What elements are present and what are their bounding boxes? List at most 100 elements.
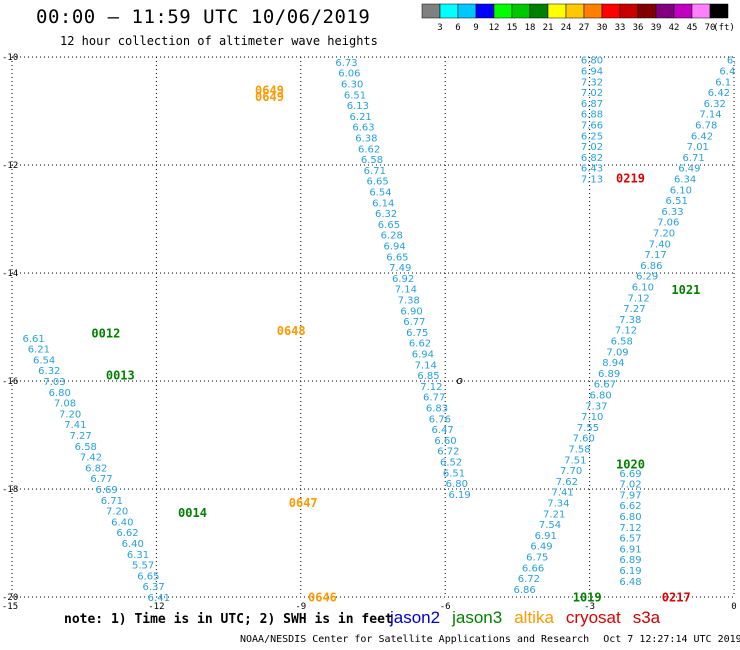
longitude-tick-label: -12 bbox=[148, 602, 164, 610]
wave-height-value: 7.10 bbox=[581, 412, 603, 423]
pass-time-label: 1020 bbox=[616, 458, 645, 472]
legend-item-altika: altika bbox=[514, 608, 554, 627]
wave-height-value: 6.48 bbox=[619, 577, 641, 588]
credit-organization: NOAA/NESDIS Center for Satellite Applica… bbox=[240, 634, 590, 645]
wave-height-value: 7.12 bbox=[420, 382, 442, 393]
satellite-legend: jason2 jason3 altika cryosat s3a bbox=[390, 608, 672, 628]
wave-height-value: 6.42 bbox=[708, 88, 730, 99]
pass-time-label: 0649 bbox=[255, 83, 284, 97]
wave-height-value: 6.49 bbox=[678, 164, 700, 175]
latitude-tick-label: -14 bbox=[2, 269, 18, 279]
wave-height-value: 6.49 bbox=[530, 542, 552, 553]
wave-height-value: 7.03 bbox=[43, 377, 65, 388]
wave-height-value: 6.28 bbox=[381, 231, 403, 242]
wave-height-value: 7.49 bbox=[389, 263, 411, 274]
wave-height-value: 7.60 bbox=[573, 434, 595, 445]
pass-time-label: 0647 bbox=[289, 496, 318, 510]
wave-height-value: 6.72 bbox=[518, 574, 540, 585]
pass-time-label: 1019 bbox=[573, 590, 602, 604]
wave-height-value: 6.37 bbox=[142, 582, 164, 593]
wave-height-value: 7.27 bbox=[623, 304, 645, 315]
wave-height-value: 6.77 bbox=[90, 474, 112, 485]
wave-height-value: 6.75 bbox=[526, 553, 548, 564]
color-tick-label: 27 bbox=[579, 23, 590, 33]
wave-height-value: 6.76 bbox=[429, 414, 451, 425]
wave-height-value: 7.32 bbox=[581, 77, 603, 88]
wave-height-value: 6.52 bbox=[440, 457, 462, 468]
footer-note: note: 1) Time is in UTC; 2) SWH is in fe… bbox=[64, 612, 393, 627]
wave-height-value: 7.14 bbox=[395, 285, 417, 296]
wave-height-value: 8.94 bbox=[602, 358, 624, 369]
wave-height-value: 6.47 bbox=[432, 425, 454, 436]
wave-height-value: 6.87 bbox=[581, 99, 603, 110]
legend-item-jason2: jason2 bbox=[390, 608, 441, 627]
pass-time-label: 0219 bbox=[616, 171, 645, 185]
wave-height-value: 7.12 bbox=[615, 326, 637, 337]
wave-height-value: 7.55 bbox=[577, 423, 599, 434]
latitude-tick-label: -16 bbox=[2, 377, 18, 387]
wave-height-value: 6.80 bbox=[49, 388, 71, 399]
wave-height-value: 7.41 bbox=[64, 420, 86, 431]
wave-height-value: 7.58 bbox=[568, 445, 590, 456]
wave-height-value: 6.30 bbox=[341, 79, 363, 90]
wave-height-value: 6.4 bbox=[719, 67, 735, 78]
color-tick-label: 3 bbox=[437, 23, 442, 33]
wave-height-value: 6.58 bbox=[611, 337, 633, 348]
wave-height-value: 6.61 bbox=[23, 334, 45, 345]
wave-height-value: 7.38 bbox=[398, 295, 420, 306]
wave-height-value: 6.82 bbox=[581, 153, 603, 164]
latitude-tick-label: -20 bbox=[2, 593, 18, 603]
wave-height-value: 7.09 bbox=[606, 347, 628, 358]
wave-height-value: 6. bbox=[727, 56, 737, 67]
color-tick-label: 36 bbox=[633, 23, 644, 33]
color-tick-label: 15 bbox=[507, 23, 518, 33]
wave-height-value: 6.62 bbox=[116, 528, 138, 539]
pass-time-label: 1021 bbox=[671, 283, 700, 297]
wave-height-value: 6.65 bbox=[367, 177, 389, 188]
wave-height-value: 7.20 bbox=[106, 507, 128, 518]
wave-height-value: 6.34 bbox=[674, 175, 696, 186]
wave-height-value: 6.80 bbox=[581, 56, 603, 67]
wave-height-value: 7.42 bbox=[80, 453, 102, 464]
pass-time-label: 0648 bbox=[277, 324, 306, 338]
wave-height-value: 6.62 bbox=[619, 501, 641, 512]
credit-timestamp: Oct 7 12:27:14 UTC 2019 bbox=[603, 634, 740, 645]
color-tick-label: 21 bbox=[543, 23, 554, 33]
wave-height-value: 7.02 bbox=[581, 142, 603, 153]
wave-height-value: 7.97 bbox=[619, 490, 641, 501]
wave-height-value: 7.34 bbox=[547, 499, 569, 510]
wave-height-value: 6.86 bbox=[640, 261, 662, 272]
wave-height-value: 6.21 bbox=[28, 345, 50, 356]
wave-height-value: 6.83 bbox=[426, 403, 448, 414]
wave-height-value: 6.13 bbox=[347, 101, 369, 112]
wave-height-value: 7.12 bbox=[619, 523, 641, 534]
map-subtitle: 12 hour collection of altimeter wave hei… bbox=[60, 34, 378, 48]
color-scale-legend: 3 6 9 12 15 18 21 24 27 30 33 36 39 42 45 70(ft) bbox=[421, 3, 735, 33]
wave-height-value: 6.91 bbox=[535, 531, 557, 542]
wave-height-value: 6.60 bbox=[434, 436, 456, 447]
wave-height-value: 6.06 bbox=[338, 69, 360, 80]
latitude-tick-label: -12 bbox=[2, 161, 18, 171]
legend-item-jason3: jason3 bbox=[452, 608, 503, 627]
pass-time-label: 0012 bbox=[91, 326, 120, 340]
color-tick-label: 45 bbox=[687, 23, 698, 33]
wave-height-value: 6.40 bbox=[111, 517, 133, 528]
wave-height-value: 6.89 bbox=[598, 369, 620, 380]
color-swatch bbox=[709, 3, 729, 19]
wave-height-value: 6.69 bbox=[619, 469, 641, 480]
wave-height-value: 6.57 bbox=[619, 534, 641, 545]
wave-height-value: 7.13 bbox=[581, 175, 603, 186]
wave-height-value: 6.51 bbox=[666, 196, 688, 207]
wave-height-value: 6.33 bbox=[661, 207, 683, 218]
wave-height-value: 6.63 bbox=[352, 123, 374, 134]
wave-height-value: 6.42 bbox=[691, 131, 713, 142]
wave-height-value: 6.90 bbox=[400, 306, 422, 317]
wave-height-value: 6.66 bbox=[522, 563, 544, 574]
wave-height-value: 6.80 bbox=[619, 512, 641, 523]
wave-height-value: 7.17 bbox=[644, 250, 666, 261]
wave-height-value: 6.82 bbox=[85, 463, 107, 474]
wave-height-value: 6.19 bbox=[619, 566, 641, 577]
color-tick-label: 42 bbox=[669, 23, 680, 33]
pass-time-label: 0013 bbox=[106, 369, 135, 383]
wave-height-value: 7.40 bbox=[649, 239, 671, 250]
